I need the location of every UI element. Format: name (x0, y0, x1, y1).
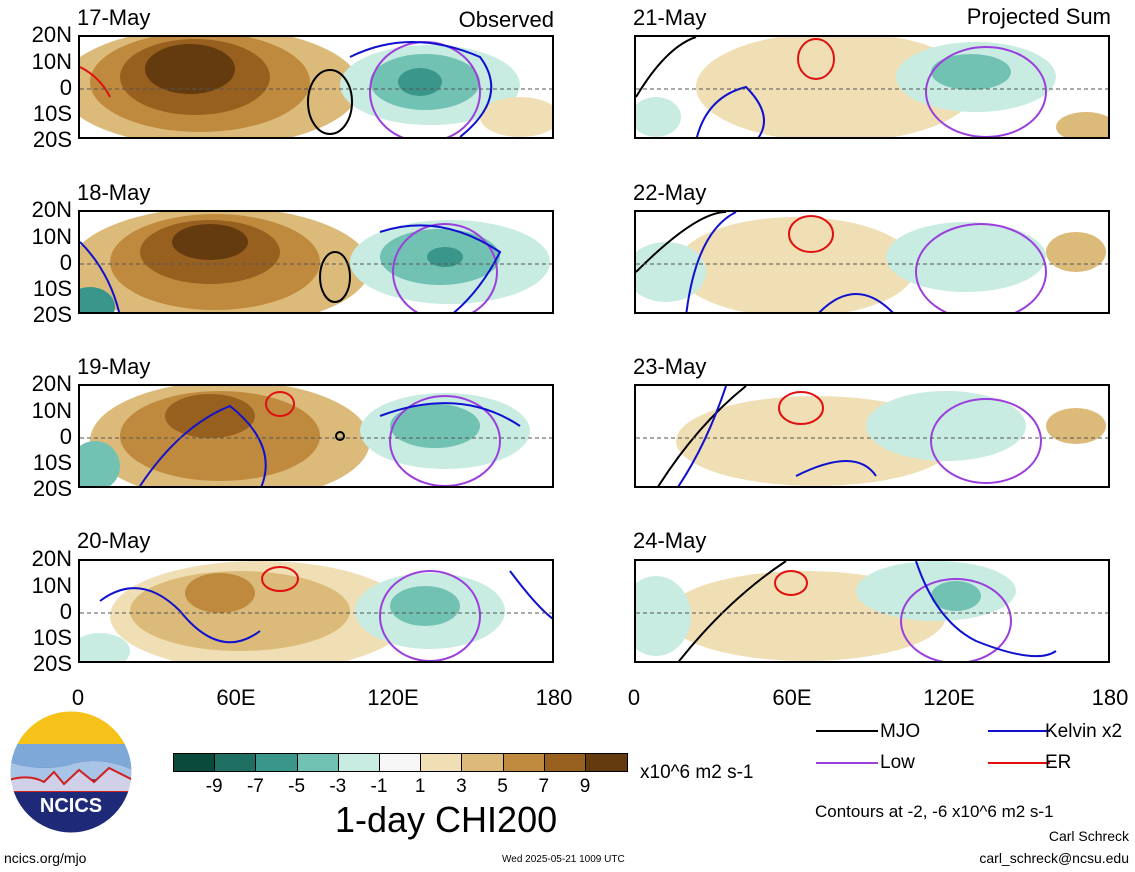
lat-label: 10N (31, 224, 72, 249)
lat-label: 10S (32, 276, 72, 301)
lon-label: 120E (923, 685, 975, 710)
timestamp: Wed 2025-05-21 1009 UTC (502, 854, 625, 865)
panel-date-1: 17-May (77, 5, 151, 30)
lat-label: 0 (59, 424, 72, 449)
colorbar-tick-label: -9 (205, 776, 223, 797)
lat-label: 0 (59, 599, 72, 624)
lon-label: 0 (627, 685, 641, 710)
colorbar-tick-label: -7 (246, 776, 264, 797)
lat-label: 10S (32, 450, 72, 475)
author: Carl Schreck (1048, 828, 1129, 844)
lat-label: 20S (32, 476, 72, 501)
lat-label: 20S (32, 302, 72, 327)
lat-label: 20N (31, 546, 72, 571)
panel-date-7: 23-May (633, 354, 707, 379)
colorbar-tick-label: 3 (456, 776, 467, 797)
lon-label: 60E (216, 685, 256, 710)
ncics-logo: NCICS (9, 710, 133, 834)
lat-label: 0 (59, 250, 72, 275)
panel-date-2: 18-May (77, 180, 151, 205)
lat-label: 10S (32, 625, 72, 650)
lat-label: 10N (31, 573, 72, 598)
colorbar (173, 753, 629, 772)
legend-er-line (988, 762, 1050, 764)
colorbar-swatch (585, 754, 628, 771)
lat-label: 0 (59, 75, 72, 100)
colorbar-swatch (379, 754, 422, 771)
site-url: ncics.org/mjo (4, 850, 87, 866)
panel-date-5: 21-May (633, 5, 707, 30)
map-panel-6 (634, 210, 1110, 314)
map-panel-1 (78, 35, 554, 139)
colorbar-swatch (462, 754, 504, 771)
map-panel-2 (78, 210, 554, 314)
logo-text: NCICS (40, 795, 102, 817)
lat-label: 20S (32, 651, 72, 676)
map-panel-5 (634, 35, 1110, 139)
panel-date-4: 20-May (77, 528, 151, 553)
colorbar-swatch (503, 754, 545, 771)
map-panel-4 (78, 559, 554, 663)
panel-date-8: 24-May (633, 528, 707, 553)
legend-low-line (816, 762, 878, 764)
map-panel-8 (634, 559, 1110, 663)
panel-date-3: 19-May (77, 354, 151, 379)
lat-label: 20N (31, 22, 72, 47)
lat-label: 20S (32, 127, 72, 152)
map-panel-3 (78, 384, 554, 488)
colorbar-tick-label: -5 (288, 776, 306, 797)
colorbar-swatch (215, 754, 257, 771)
colorbar-swatch (421, 754, 463, 771)
lon-label: 0 (71, 685, 85, 710)
colorbar-tick-label: 1 (414, 776, 426, 797)
colorbar-units: x10^6 m2 s-1 (640, 762, 754, 783)
map-panel-7 (634, 384, 1110, 488)
legend-mjo-label: MJO (880, 721, 921, 742)
observed-label: Observed (458, 7, 554, 32)
legend-mjo-line (816, 730, 878, 732)
lat-label: 10N (31, 49, 72, 74)
colorbar-tick-label: -3 (329, 776, 347, 797)
legend-low-label: Low (880, 752, 915, 773)
colorbar-swatch (338, 754, 380, 771)
lat-label: 20N (31, 371, 72, 396)
colorbar-swatch (256, 754, 298, 771)
legend-er-label: ER (1045, 752, 1072, 773)
email: carl_schreck@ncsu.edu (979, 850, 1129, 866)
contours-note: Contours at -2, -6 x10^6 m2 s-1 (815, 802, 1054, 821)
lat-label: 10N (31, 398, 72, 423)
colorbar-swatch (297, 754, 339, 771)
lat-label: 10S (32, 101, 72, 126)
panel-date-6: 22-May (633, 180, 707, 205)
colorbar-swatch (544, 754, 586, 771)
legend-kelvin-label: Kelvin x2 (1045, 721, 1123, 742)
colorbar-swatch (174, 754, 216, 771)
lon-label: 180 (535, 685, 573, 710)
colorbar-title: 1-day CHI200 (335, 799, 558, 840)
colorbar-tick-label: 5 (497, 776, 508, 797)
colorbar-tick-label: 9 (579, 776, 591, 797)
lon-label: 60E (772, 685, 812, 710)
legend-kelvin-line (988, 730, 1050, 732)
projected-label: Projected Sum (966, 4, 1111, 29)
lat-label: 20N (31, 197, 72, 222)
lon-label: 180 (1091, 685, 1129, 710)
colorbar-tick-label: 7 (538, 776, 550, 797)
colorbar-tick-label: -1 (370, 776, 388, 797)
lon-label: 120E (367, 685, 419, 710)
